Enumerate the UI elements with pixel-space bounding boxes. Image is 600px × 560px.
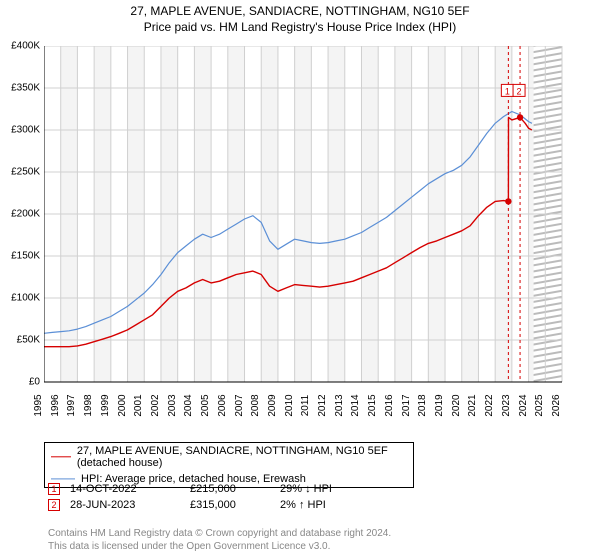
x-tick-label: 2009	[267, 391, 278, 421]
x-tick-label: 2004	[183, 391, 194, 421]
y-tick-label: £300K	[0, 125, 40, 136]
x-tick-label: 1995	[33, 391, 44, 421]
transaction-price: £315,000	[190, 499, 280, 511]
x-tick-label: 1996	[50, 391, 61, 421]
x-tick-label: 2001	[133, 391, 144, 421]
title-subtitle: Price paid vs. HM Land Registry's House …	[0, 20, 600, 34]
y-tick-label: £0	[0, 377, 40, 388]
x-tick-label: 2002	[150, 391, 161, 421]
x-tick-label: 2018	[417, 391, 428, 421]
transaction-table: 1 14-OCT-2022£215,00029% ↓ HPI 2 28-JUN-202…	[48, 483, 400, 515]
svg-text:2: 2	[517, 86, 522, 96]
legend-swatch	[51, 452, 71, 462]
transaction-price: £215,000	[190, 483, 280, 495]
x-tick-label: 2024	[518, 391, 529, 421]
legend-row: 27, MAPLE AVENUE, SANDIACRE, NOTTINGHAM,…	[45, 443, 413, 471]
title-address: 27, MAPLE AVENUE, SANDIACRE, NOTTINGHAM,…	[0, 4, 600, 18]
license-line-1: Contains HM Land Registry data © Crown c…	[48, 528, 391, 539]
x-tick-label: 2014	[350, 391, 361, 421]
x-tick-label: 2015	[367, 391, 378, 421]
x-tick-label: 2013	[334, 391, 345, 421]
transaction-row: 2 28-JUN-2023£315,0002% ↑ HPI	[48, 499, 400, 511]
y-tick-label: £50K	[0, 335, 40, 346]
chart-area: 12	[44, 46, 588, 408]
x-tick-label: 2011	[300, 391, 311, 421]
x-tick-label: 2005	[200, 391, 211, 421]
x-tick-label: 2026	[551, 391, 562, 421]
transaction-date: 28-JUN-2023	[70, 499, 190, 511]
x-tick-label: 2003	[167, 391, 178, 421]
plot-svg: 12	[44, 46, 588, 384]
x-tick-label: 2008	[250, 391, 261, 421]
x-tick-label: 2017	[401, 391, 412, 421]
x-tick-label: 2025	[534, 391, 545, 421]
transaction-marker: 2	[48, 499, 60, 511]
y-tick-label: £150K	[0, 251, 40, 262]
svg-text:1: 1	[505, 86, 510, 96]
x-tick-label: 2000	[117, 391, 128, 421]
x-tick-label: 2016	[384, 391, 395, 421]
transaction-diff: 2% ↑ HPI	[280, 499, 400, 511]
y-tick-label: £400K	[0, 41, 40, 52]
x-tick-label: 2006	[217, 391, 228, 421]
x-tick-label: 2019	[434, 391, 445, 421]
legend: 27, MAPLE AVENUE, SANDIACRE, NOTTINGHAM,…	[44, 442, 414, 488]
x-tick-label: 1998	[83, 391, 94, 421]
x-tick-label: 2023	[501, 391, 512, 421]
transaction-date: 14-OCT-2022	[70, 483, 190, 495]
x-tick-label: 2010	[284, 391, 295, 421]
y-tick-label: £350K	[0, 83, 40, 94]
transaction-row: 1 14-OCT-2022£215,00029% ↓ HPI	[48, 483, 400, 495]
x-tick-label: 2020	[451, 391, 462, 421]
chart-titles: 27, MAPLE AVENUE, SANDIACRE, NOTTINGHAM,…	[0, 0, 600, 34]
x-tick-label: 2012	[317, 391, 328, 421]
transaction-marker: 1	[48, 483, 60, 495]
x-tick-label: 1997	[66, 391, 77, 421]
legend-label: 27, MAPLE AVENUE, SANDIACRE, NOTTINGHAM,…	[77, 445, 407, 469]
x-tick-label: 2022	[484, 391, 495, 421]
y-tick-label: £100K	[0, 293, 40, 304]
x-tick-label: 1999	[100, 391, 111, 421]
y-tick-label: £200K	[0, 209, 40, 220]
x-tick-label: 2021	[467, 391, 478, 421]
license-line-2: This data is licensed under the Open Gov…	[48, 541, 330, 552]
x-tick-label: 2007	[234, 391, 245, 421]
transaction-diff: 29% ↓ HPI	[280, 483, 400, 495]
y-tick-label: £250K	[0, 167, 40, 178]
